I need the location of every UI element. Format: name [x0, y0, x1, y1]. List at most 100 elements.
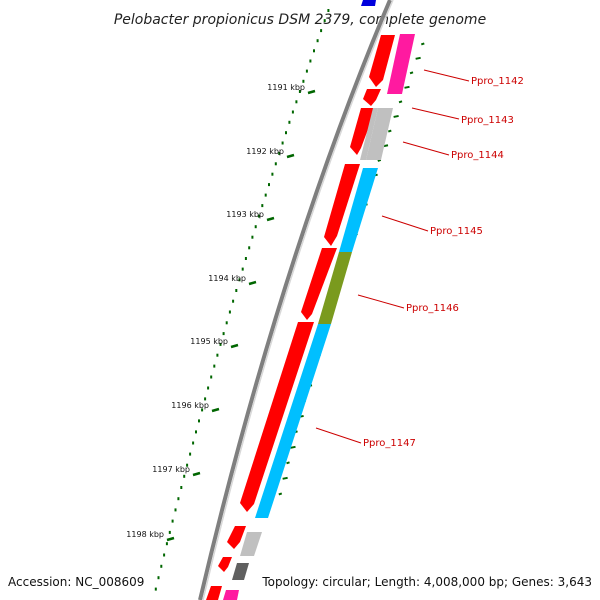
scale-major-tick — [266, 216, 275, 222]
scale-dot — [204, 397, 207, 401]
cds-arrow — [206, 586, 222, 600]
scale-dot — [309, 59, 312, 63]
scale-dot — [171, 519, 174, 523]
accession-text: Accession: NC_008609 — [8, 575, 144, 589]
scale-dot — [281, 141, 284, 145]
scale-major-tick — [166, 536, 175, 542]
gene-leader-line — [315, 427, 362, 444]
feature-track-tick — [404, 85, 410, 89]
gene-leader-line — [357, 294, 405, 309]
scale-dot — [295, 100, 298, 104]
scale-major-tick — [248, 280, 257, 286]
cds-arrow — [227, 526, 246, 549]
cds-arrow — [324, 164, 360, 246]
scale-dot — [154, 587, 157, 591]
gene-label: Ppro_1146 — [406, 303, 459, 314]
gene-label: Ppro_1143 — [461, 115, 514, 126]
feature-track-ticks — [278, 42, 425, 496]
feature-track-tick — [278, 492, 283, 496]
gene-labels: Ppro_1142 Ppro_1143 Ppro_1144 Ppro_1145 Ppro… — [363, 76, 524, 449]
scale-dot — [225, 321, 228, 325]
scale-tick-label: 1192 kbp — [246, 147, 284, 156]
magenta-feature-block — [223, 590, 239, 600]
scale-dot — [244, 257, 247, 260]
scale-tick-label: 1194 kbp — [208, 274, 246, 283]
scale-major-tick — [211, 407, 220, 413]
scale-dotted-track — [154, 9, 330, 591]
scale-dot — [302, 79, 305, 83]
gene-leader-line — [402, 141, 450, 156]
scale-dot — [323, 19, 326, 23]
feature-track-tick — [387, 129, 392, 133]
feature-track-tick — [393, 114, 399, 118]
scale-dot — [285, 131, 287, 135]
cds-forward-track — [206, 35, 395, 600]
scale-major-tick — [230, 343, 239, 349]
scale-dot — [232, 299, 235, 303]
scale-dot — [195, 430, 197, 434]
cds-arrow — [218, 557, 232, 572]
topology-text: Topology: circular; Length: 4,008,000 bp… — [261, 575, 592, 589]
scale-dot — [278, 151, 281, 155]
scale-dot — [165, 542, 168, 546]
gene-block-ppro-1146 — [318, 252, 352, 324]
scale-tick-label: 1197 kbp — [152, 465, 190, 474]
feature-track-tick — [290, 445, 296, 449]
feature-track-tick — [377, 159, 382, 162]
gene-leader-line — [381, 215, 429, 232]
scale-dot — [261, 204, 264, 208]
gene-label: Ppro_1144 — [451, 150, 504, 161]
scale-dot — [271, 172, 274, 176]
scale-tick-label: 1198 kbp — [126, 530, 164, 539]
dark-gray-feature-block — [232, 563, 249, 580]
gene-leader-line — [423, 69, 470, 82]
feature-track-tick — [286, 461, 290, 465]
scale-dot — [213, 364, 216, 368]
scale-dot — [291, 110, 294, 114]
scale-major-tick — [192, 471, 201, 477]
scale-dot — [327, 9, 330, 12]
blue-feature — [361, 0, 376, 6]
scale-tick-label: 1196 kbp — [171, 401, 209, 410]
scale-dot — [177, 497, 180, 501]
scale-dot — [201, 408, 204, 412]
scale-dot — [174, 508, 177, 512]
scale-dot — [198, 419, 200, 423]
scale-dot — [268, 183, 270, 187]
scale-tick-label: 1193 kbp — [226, 210, 264, 219]
scale-dot — [207, 386, 210, 390]
scale-dot — [288, 120, 291, 124]
scale-dot — [258, 214, 260, 218]
scale-dot — [168, 530, 171, 534]
gene-label: Ppro_1142 — [471, 76, 524, 87]
scale-dot — [216, 353, 219, 357]
cds-arrow — [350, 108, 376, 155]
scale-dot — [298, 90, 301, 93]
scale-tick-label: 1191 kbp — [267, 83, 305, 92]
genome-backbone — [198, 0, 392, 600]
scale-dot — [313, 49, 315, 53]
scale-dot — [222, 332, 225, 336]
genome-backbone-highlight — [202, 0, 394, 600]
cds-arrow — [369, 35, 395, 87]
scale-dot — [235, 289, 238, 292]
scale-dot — [180, 486, 183, 489]
scale-major-ticks — [166, 89, 316, 542]
scale-major-tick — [307, 89, 316, 95]
scale-dot — [219, 342, 222, 346]
cds-arrow — [301, 248, 337, 320]
scale-dot — [248, 246, 251, 250]
scale-dot — [157, 576, 160, 580]
cds-arrow — [240, 322, 314, 512]
scale-dot — [238, 278, 241, 282]
scale-dot — [160, 564, 163, 568]
scale-dot — [210, 375, 213, 379]
scale-dot — [189, 452, 192, 456]
scale-dot — [228, 310, 231, 314]
feature-track-tick — [282, 476, 288, 480]
gene-label-leaders — [315, 69, 470, 444]
feature-track-tick — [415, 56, 421, 60]
gray-feature-block — [240, 532, 262, 556]
scale-dot — [241, 267, 244, 271]
